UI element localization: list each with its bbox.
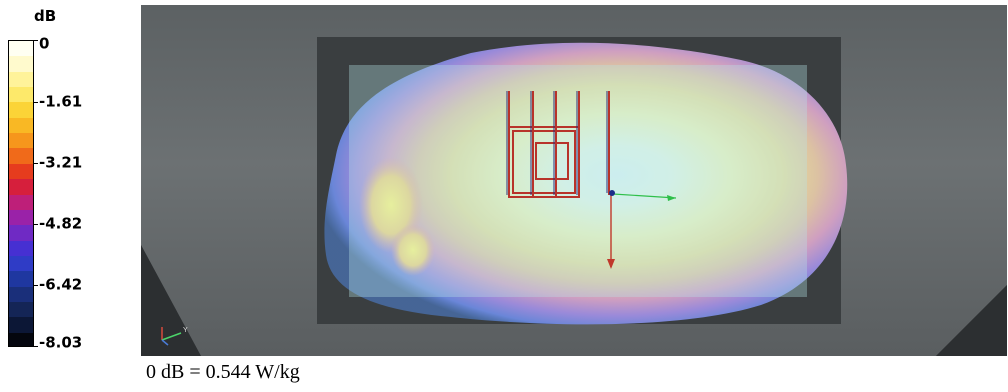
legend-swatch: [9, 117, 33, 134]
legend-tick-label: -4.82: [39, 214, 83, 233]
legend-swatch: [9, 240, 33, 257]
legend-tick-label: -1.61: [39, 92, 83, 111]
antenna-outline: [508, 91, 610, 198]
legend-swatch: [9, 301, 33, 318]
orientation-triad-icon[interactable]: Y: [161, 327, 188, 346]
legend-swatch: [9, 271, 33, 288]
legend-swatch: [9, 133, 33, 150]
legend-tick-mark: [34, 101, 38, 103]
sar-scene: Y: [141, 5, 1007, 356]
antenna-shadow: [506, 91, 608, 195]
sar-lobe-lower: [391, 224, 435, 276]
legend-swatch: [9, 102, 33, 119]
sar-distribution-area: [324, 42, 848, 325]
legend-swatch: [9, 163, 33, 180]
phantom-edge-left: [141, 245, 201, 356]
legend-swatch: [9, 179, 33, 196]
legend-unit-label: dB: [34, 7, 57, 25]
sar-3d-viewport[interactable]: Y: [141, 5, 1007, 356]
legend-swatch: [9, 286, 33, 303]
legend-tick-label: -6.42: [39, 275, 83, 294]
phantom-edge-right: [936, 285, 1007, 356]
reference-value-caption: 0 dB = 0.544 W/kg: [146, 361, 300, 383]
legend-swatch: [9, 148, 33, 165]
legend-swatch: [9, 255, 33, 272]
legend-tick-mark: [34, 224, 38, 226]
legend-swatch: [9, 317, 33, 334]
legend-color-bar: [8, 40, 34, 347]
legend-swatch: [9, 225, 33, 242]
legend-swatch: [9, 87, 33, 103]
legend-swatch: [9, 56, 33, 73]
legend-swatch: [9, 209, 33, 226]
color-scale-legend: dB 0 -1.61 -3.21 -4.82 -6.42 -8.03: [0, 0, 120, 360]
legend-tick-label: 0: [39, 34, 50, 53]
origin-axes: [607, 190, 677, 269]
legend-swatch: [9, 41, 33, 57]
legend-swatch: [9, 194, 33, 211]
legend-tick-mark: [34, 162, 38, 164]
legend-tick-mark: [34, 346, 38, 347]
legend-tick-label: -8.03: [39, 333, 83, 352]
legend-tick-mark: [34, 40, 38, 41]
legend-swatch: [9, 71, 33, 88]
legend-swatch: [9, 332, 33, 346]
legend-tick-label: -3.21: [39, 153, 83, 172]
triad-y-label: Y: [183, 327, 188, 334]
legend-tick-mark: [34, 285, 38, 287]
